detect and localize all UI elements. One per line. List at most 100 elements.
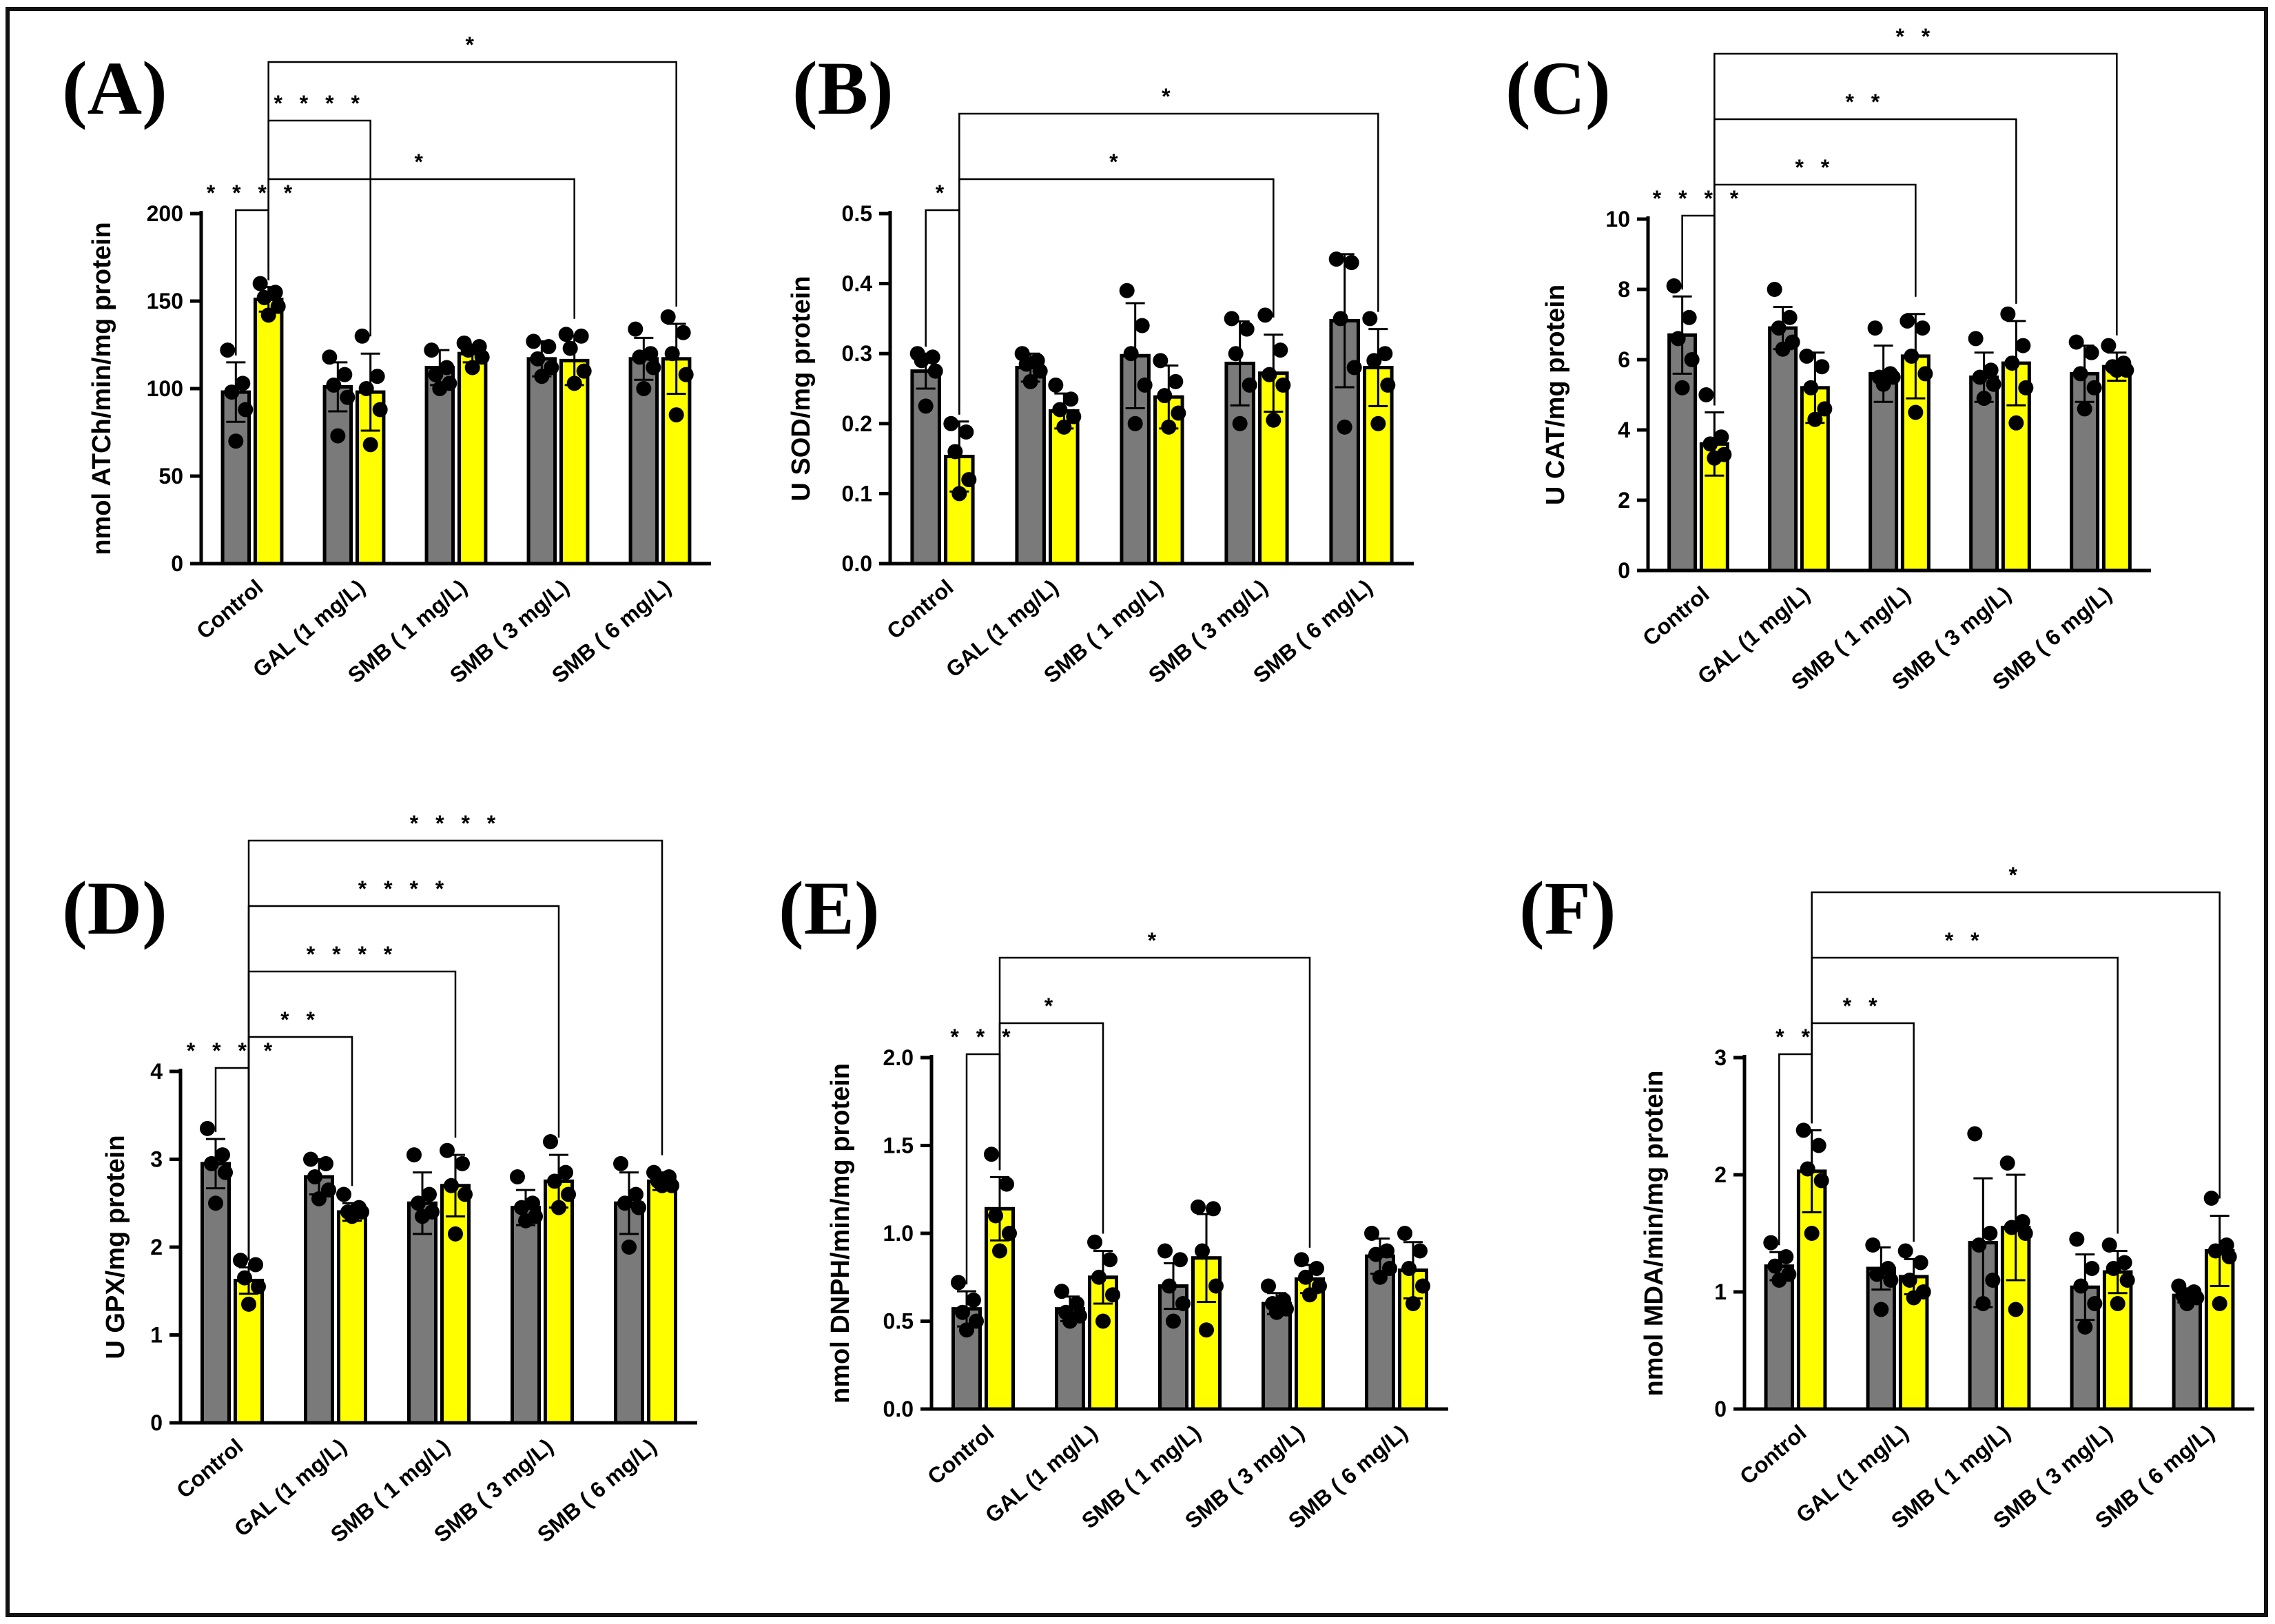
significance-label: * * * * — [410, 811, 501, 836]
data-point — [2106, 1261, 2121, 1276]
data-point — [632, 349, 648, 365]
data-point — [2179, 1296, 2195, 1311]
data-point — [543, 1134, 558, 1149]
y-tick-label: 4 — [1618, 418, 1630, 442]
data-point — [204, 1155, 219, 1171]
bar-dark — [1768, 326, 1798, 573]
panel-label: (A) — [62, 46, 167, 130]
panel-label: (F) — [1519, 866, 1616, 950]
data-point — [1161, 419, 1177, 435]
bar-dark — [424, 366, 455, 566]
data-point — [2087, 1296, 2103, 1311]
data-point — [322, 349, 338, 365]
data-point — [558, 1164, 573, 1180]
data-point — [1062, 1313, 1078, 1329]
data-point — [999, 1176, 1014, 1192]
data-point — [1875, 376, 1891, 392]
data-point — [1105, 1287, 1120, 1303]
data-point — [460, 342, 476, 358]
data-point — [1091, 1269, 1106, 1285]
data-point — [220, 342, 236, 358]
data-point — [1782, 309, 1798, 325]
data-point — [1415, 1278, 1430, 1294]
data-point — [1002, 1226, 1017, 1241]
data-point — [474, 349, 490, 365]
data-point — [566, 376, 582, 391]
data-point — [947, 444, 963, 460]
data-point — [918, 398, 934, 414]
data-point — [1309, 1261, 1324, 1276]
data-point — [406, 1147, 422, 1163]
data-point — [336, 1186, 351, 1202]
significance-bracket — [247, 1036, 353, 1261]
bar-dark — [2172, 1293, 2203, 1411]
bar-light — [457, 351, 488, 566]
data-point — [544, 360, 559, 376]
y-axis-title: U SOD/mg protein — [787, 276, 816, 501]
data-point — [2119, 1273, 2135, 1288]
data-point — [428, 367, 444, 382]
significance-bracket — [267, 61, 677, 307]
data-point — [943, 415, 959, 431]
bar-dark — [1055, 1307, 1085, 1411]
chart-panel-6: (F)nmol MDA/min/mg protein0123ControlGAL… — [1519, 863, 2254, 1533]
data-point — [1257, 307, 1273, 323]
significance-label: * — [414, 150, 428, 174]
significance-label: * * — [1945, 928, 1985, 953]
data-point — [303, 1151, 318, 1167]
data-point — [1166, 1313, 1181, 1329]
data-point — [1048, 377, 1064, 393]
bar-dark — [322, 384, 353, 566]
x-category-label: Control — [882, 575, 958, 644]
bar-dark — [200, 1162, 231, 1425]
data-point — [628, 1186, 644, 1202]
chart-panel-2: (B) U SOD/mg protein 0.0 0.1 0.2 0.3 0.4 0.5 Con… — [787, 46, 1414, 688]
data-point — [1364, 1226, 1379, 1241]
data-point — [344, 1209, 360, 1224]
data-point — [318, 1155, 333, 1171]
data-point — [448, 1226, 463, 1242]
data-point — [576, 363, 592, 379]
data-point — [1063, 391, 1079, 407]
y-tick-label: 150 — [147, 289, 183, 314]
data-point — [2207, 1243, 2223, 1259]
data-point — [988, 1208, 1003, 1224]
y-tick-label: 0.0 — [842, 551, 872, 576]
data-point — [2018, 380, 2034, 395]
data-point — [1206, 1201, 1221, 1217]
data-point — [321, 1182, 336, 1198]
data-point — [655, 1178, 670, 1193]
data-point — [307, 1169, 322, 1184]
data-point — [1056, 419, 1072, 435]
data-point — [1800, 1161, 1815, 1177]
significance-label: * * * * — [1653, 186, 1744, 211]
data-point — [455, 1155, 470, 1171]
data-point — [664, 346, 680, 362]
significance-label: * — [1162, 84, 1175, 109]
data-point — [1900, 313, 1915, 329]
data-point — [1967, 1126, 1983, 1142]
data-point — [541, 339, 557, 355]
y-tick-label: 1 — [150, 1323, 163, 1348]
x-category-label: Control — [172, 1434, 247, 1503]
y-tick-label: 0.5 — [883, 1309, 914, 1334]
data-point — [660, 309, 676, 325]
data-point — [1095, 1313, 1111, 1329]
data-point — [2101, 1237, 2117, 1253]
significance-label: * * * * — [274, 91, 364, 116]
data-point — [561, 1186, 576, 1202]
y-tick-label: 0.1 — [842, 481, 872, 506]
significance-label: * * * * — [187, 1038, 278, 1063]
significance-bracket — [267, 178, 575, 319]
bar-dark — [1869, 371, 1899, 573]
panel-label: (E) — [779, 866, 880, 950]
y-tick-label: 6 — [1618, 347, 1630, 372]
data-point — [1804, 1226, 1820, 1241]
y-tick-label: 2.0 — [883, 1045, 914, 1070]
data-point — [1971, 1237, 1987, 1253]
data-point — [411, 1195, 426, 1211]
y-tick-label: 2 — [150, 1235, 163, 1260]
data-point — [1032, 363, 1048, 379]
data-point — [238, 402, 254, 418]
